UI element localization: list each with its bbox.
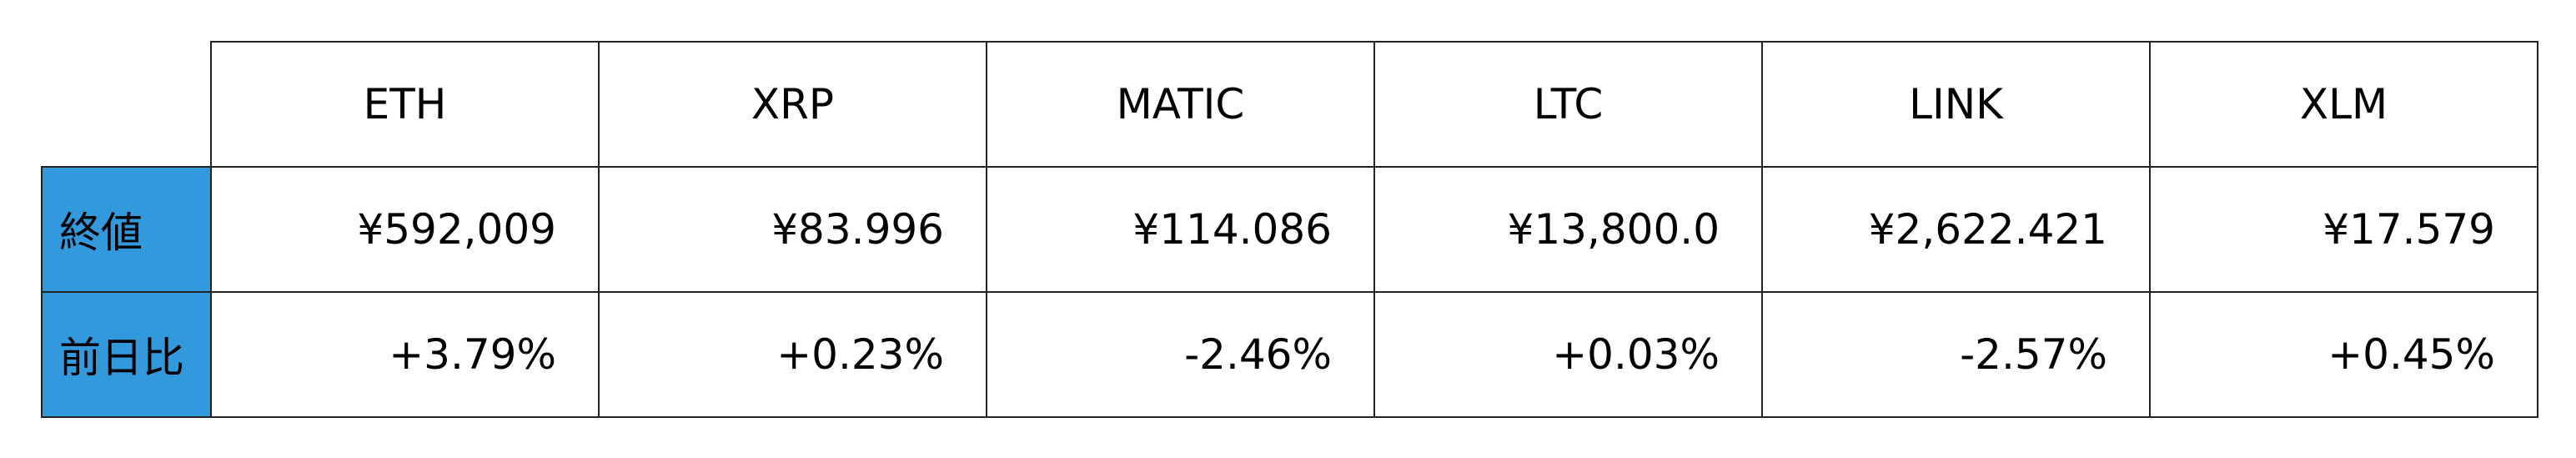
cell-value: +3.79% [210, 291, 600, 418]
cell-value: ¥592,009 [210, 166, 600, 293]
row-header-change: 前日比 [41, 291, 212, 418]
cell-value: +0.23% [598, 291, 987, 418]
cell-value: ¥114.086 [986, 166, 1375, 293]
column-header-xrp: XRP [598, 41, 987, 168]
cell-value: +0.03% [1373, 291, 1763, 418]
header-row: ETH XRP MATIC LTC LINK XLM [42, 41, 2538, 168]
cell-value: ¥13,800.0 [1373, 166, 1763, 293]
crypto-price-table: ETH XRP MATIC LTC LINK XLM 終値 ¥592,009 ¥… [41, 41, 2538, 418]
cell-value: -2.46% [986, 291, 1375, 418]
table-row: 終値 ¥592,009 ¥83.996 ¥114.086 ¥13,800.0 ¥… [41, 166, 2538, 293]
corner-cell [42, 42, 212, 168]
row-header-close: 終値 [41, 166, 212, 293]
cell-value: -2.57% [1761, 291, 2151, 418]
cell-value: ¥17.579 [2149, 166, 2538, 293]
column-header-link: LINK [1761, 41, 2151, 168]
cell-value: +0.45% [2149, 291, 2538, 418]
column-header-ltc: LTC [1373, 41, 1763, 168]
column-header-matic: MATIC [986, 41, 1375, 168]
cell-value: ¥83.996 [598, 166, 987, 293]
table-row: 前日比 +3.79% +0.23% -2.46% +0.03% -2.57% +… [41, 291, 2538, 418]
column-header-xlm: XLM [2149, 41, 2538, 168]
cell-value: ¥2,622.421 [1761, 166, 2151, 293]
column-header-eth: ETH [210, 41, 600, 168]
